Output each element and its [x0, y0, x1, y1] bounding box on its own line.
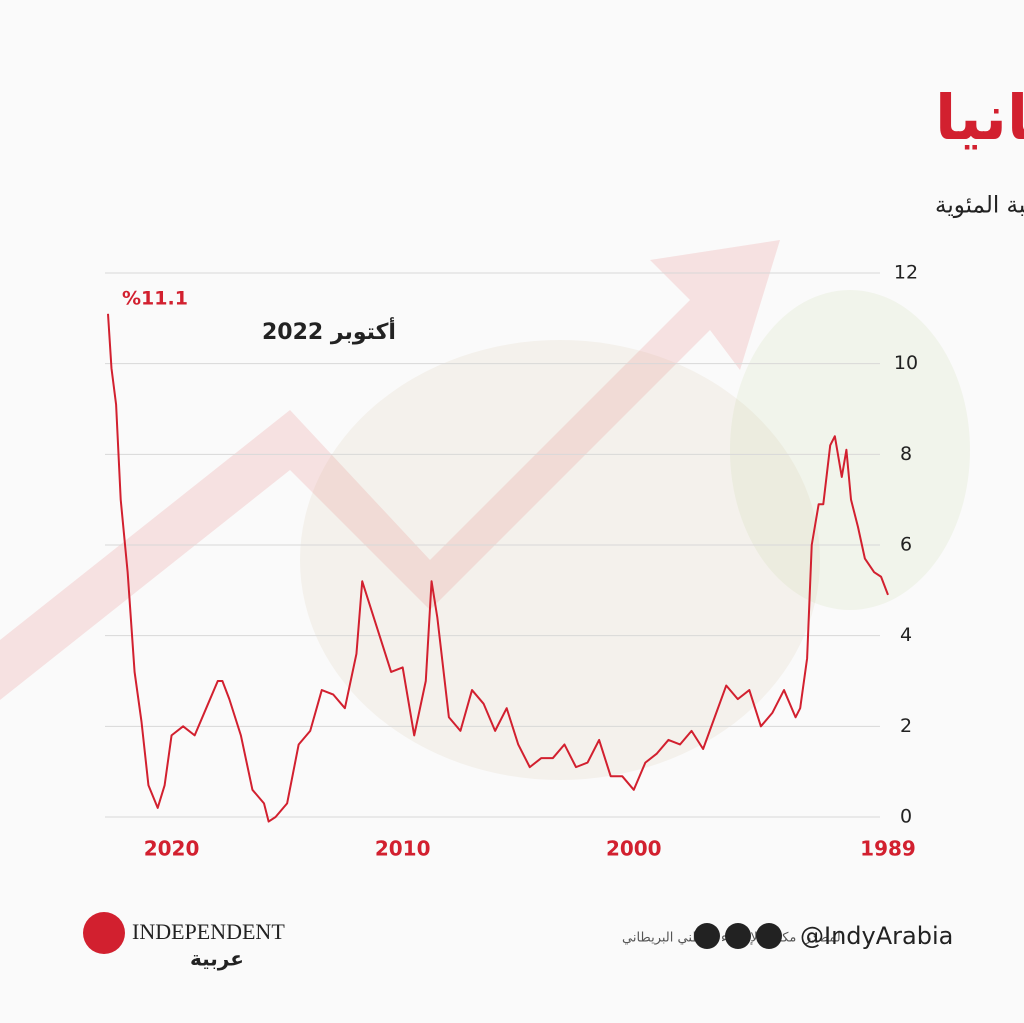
brand-name: INDEPENDENT — [132, 919, 285, 944]
x-tick-label: 2020 — [144, 837, 200, 861]
y-tick-label: 10 — [894, 352, 918, 374]
y-tick-label: 12 — [894, 262, 918, 284]
instagram-icon[interactable] — [756, 923, 782, 949]
facebook-icon[interactable] — [725, 923, 751, 949]
decor-arrow — [0, 240, 780, 700]
annotation-date: أكتوبر 2022 — [262, 316, 396, 345]
decor-groceries — [730, 290, 970, 610]
y-tick-label: 2 — [900, 715, 912, 737]
annotation-value: %11.1 — [122, 288, 188, 310]
chart-subtitle: مؤشر أسعار المستهلك المعدل السنوي بالنسب… — [935, 190, 1024, 219]
x-tick-label: 2000 — [606, 837, 662, 861]
brand-sub: عربية — [190, 947, 244, 971]
x-tick-label: 1989 — [860, 837, 916, 861]
social-handle: @IndyArabia — [800, 922, 953, 950]
y-tick-label: 0 — [900, 806, 912, 828]
line — [107, 313, 889, 823]
x-tick-label: 2010 — [375, 837, 431, 861]
brand-logo — [83, 912, 125, 954]
decor-groceries — [300, 340, 820, 780]
twitter-icon[interactable] — [694, 923, 720, 949]
y-tick-label: 6 — [900, 534, 912, 556]
y-tick-label: 8 — [900, 443, 912, 465]
chart-title: التضخم في بريطانيا — [935, 81, 1024, 154]
y-tick-label: 4 — [900, 624, 912, 646]
